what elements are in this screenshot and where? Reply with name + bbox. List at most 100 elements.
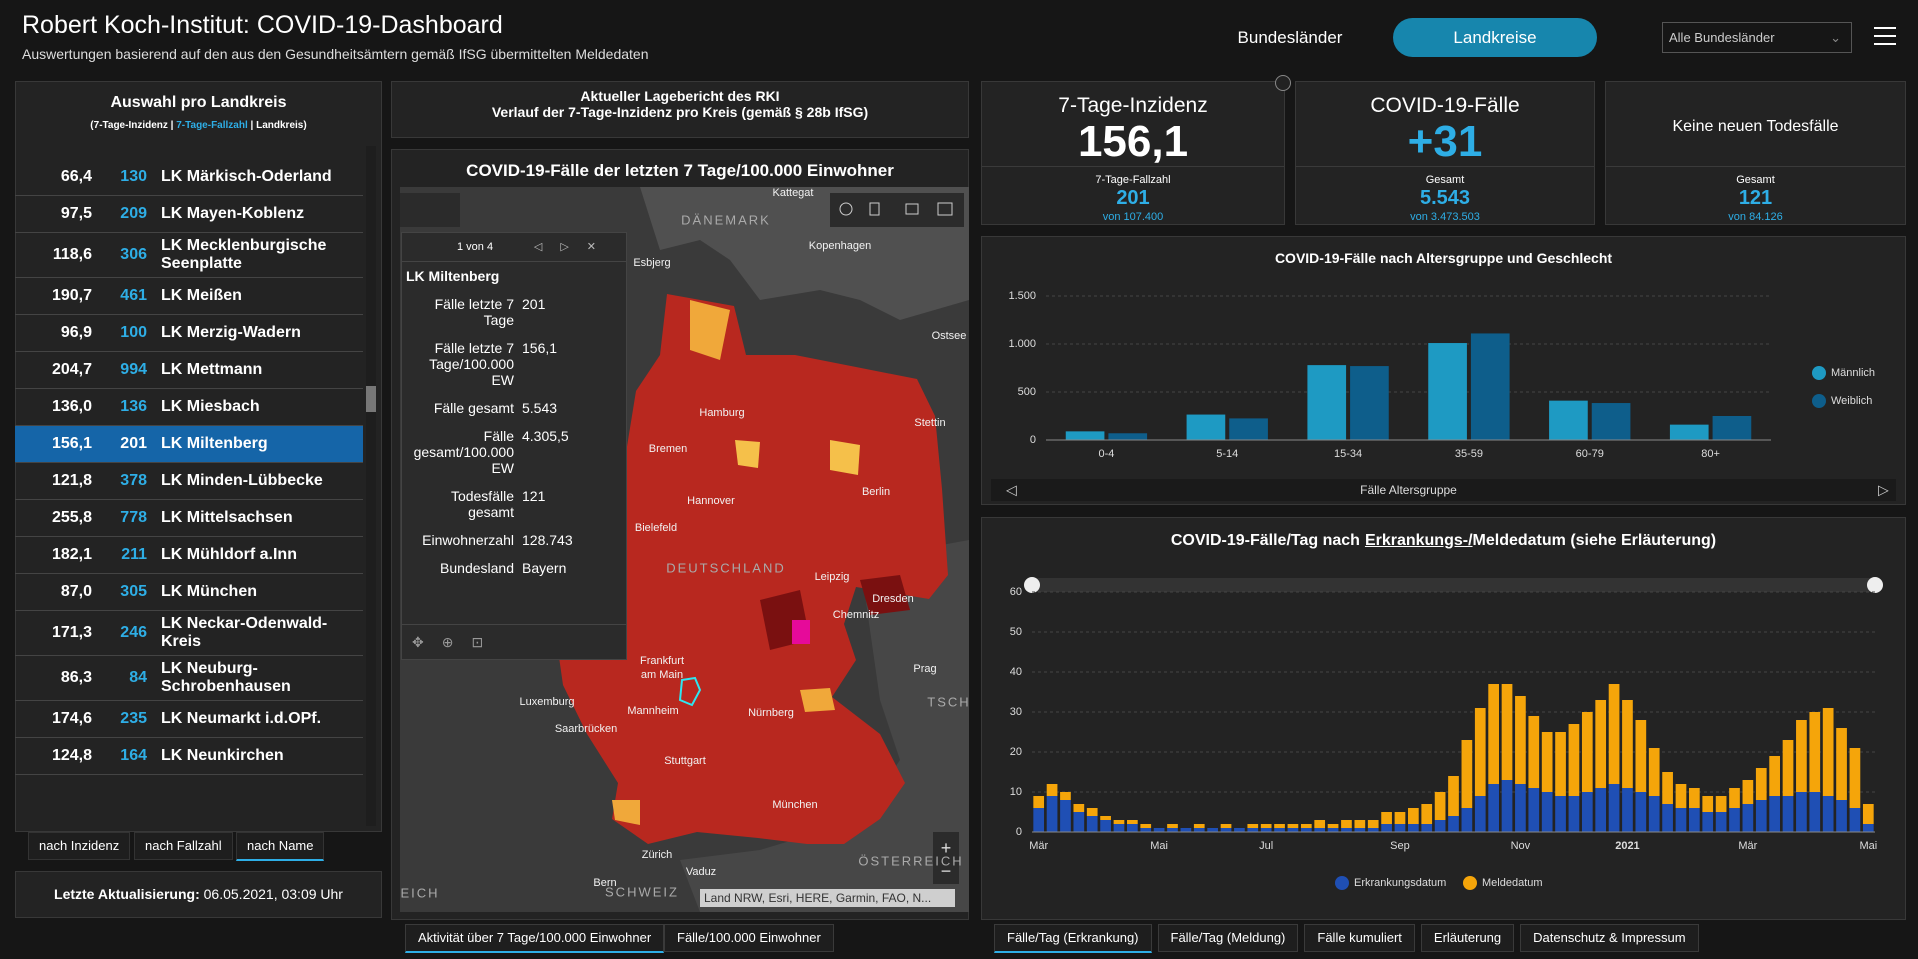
field-value: 128.743 [522,532,573,548]
list-row[interactable]: 171,3 246 LK Neckar-Odenwald-Kreis [15,611,363,656]
place-label: Hannover [687,495,735,507]
bottom-tab[interactable]: Fälle kumuliert [1304,924,1415,952]
zoom-in[interactable]: + [941,838,952,858]
popup-nav[interactable]: ◁▷✕ [533,241,614,253]
search-icon[interactable] [839,202,853,216]
kpi-sub-total: von 3.473.503 [1410,211,1480,223]
field-value: 156,1 [522,340,558,356]
incidence: 171,3 [51,624,92,641]
legend-swatch [1463,876,1477,890]
slider-handle[interactable] [1867,577,1883,593]
slider-handle[interactable] [1024,577,1040,593]
header-title: Robert Koch-Institut: COVID-19-Dashboard [22,11,503,39]
axis-scroller[interactable] [991,479,1896,501]
list-row[interactable]: 182,1 211 LK Mühldorf a.Inn [15,537,363,574]
dropdown-value: Alle Bundesländer [1669,30,1775,45]
sort-tab-active[interactable]: nach Name [236,832,325,861]
list-row[interactable]: 156,1 201 LK Miltenberg [15,426,363,463]
expand-button[interactable] [1275,75,1291,91]
case-count: 209 [120,205,147,222]
list-row[interactable]: 96,9 100 LK Merzig-Wadern [15,315,363,352]
case-count: 164 [120,747,147,764]
map-tab-active[interactable]: Aktivität über 7 Tage/100.000 Einwohner [405,924,665,953]
bar [1809,792,1821,832]
scroll-left[interactable]: ◁ [1006,482,1017,498]
bar [1167,824,1178,828]
list-row[interactable]: 121,8 378 LK Minden-Lübbecke [15,463,363,500]
kpi-sub-label: Gesamt [1736,174,1775,186]
place-label: Stettin [914,417,945,429]
bar [1220,824,1232,828]
map-tab[interactable]: Fälle/100.000 Einwohner [664,924,834,952]
bottom-tab-active[interactable]: Fälle/Tag (Erkrankung) [994,924,1152,953]
list-row[interactable]: 124,8 164 LK Neunkirchen [15,738,363,775]
bar [1549,400,1588,440]
sort-tab[interactable]: nach Inzidenz [28,832,131,860]
range-slider[interactable] [1032,578,1875,592]
bar [1350,366,1389,440]
field-key: Todesfälle gesamt [450,488,514,520]
dropdown[interactable]: Alle Bundesländer ⌄ [1662,22,1852,53]
bar [1809,712,1821,792]
bar [1260,828,1272,832]
kpi-sub-value: 201 [1116,187,1150,209]
list-row[interactable]: 204,7 994 LK Mettmann [15,352,363,389]
place-label: DÄNEMARK [681,212,771,227]
district-name: LK Mecklenburgische Seenplatte [161,237,327,272]
map-toolbar[interactable] [830,193,964,227]
bar [1229,418,1268,440]
bar [1033,796,1045,808]
list-row[interactable]: 87,0 305 LK München [15,574,363,611]
basemap-icon[interactable] [937,202,953,216]
case-count: 246 [120,624,147,641]
list-row[interactable]: 118,6 306 LK Mecklenburgische Seenplatte [15,233,363,278]
list-row[interactable]: 86,3 84 LK Neuburg-Schrobenhausen [15,656,363,701]
list-row[interactable]: 66,4 130 LK Märkisch-Oderland [15,159,363,196]
sort-tab[interactable]: nach Fallzahl [134,832,233,860]
bar [1220,828,1232,832]
list-icon[interactable] [905,203,919,215]
header-subtitle: Auswertungen basierend auf den aus den G… [22,46,649,62]
bar [1140,828,1152,832]
bar [1341,828,1352,832]
y-tick-label: 0 [1016,826,1022,838]
y-tick-label: 0 [1030,434,1036,446]
bar [1247,824,1259,828]
list-row[interactable]: 136,0 136 LK Miesbach [15,389,363,426]
district-name: LK München [161,583,257,600]
list-row[interactable]: 190,7 461 LK Meißen [15,278,363,315]
region-low [735,440,760,468]
zoom-out[interactable]: − [941,861,952,881]
list-row[interactable]: 97,5 209 LK Mayen-Koblenz [15,196,363,233]
bar [1461,808,1473,832]
x-tick-label: 35-59 [1455,448,1483,460]
kpi-sub-label: 7-Tage-Fallzahl [1095,174,1171,186]
map-tool[interactable] [400,193,460,227]
bottom-tab[interactable]: Datenschutz & Impressum [1520,924,1699,952]
kpi-sub-total: von 84.126 [1728,211,1783,223]
bottom-tab[interactable]: Erläuterung [1420,924,1515,952]
list-row[interactable]: 255,8 778 LK Mittelsachsen [15,500,363,537]
nav-tab-active[interactable]: Landkreise [1393,18,1597,57]
x-tick-label: Mai [1859,840,1877,852]
scrollbar[interactable] [366,146,376,826]
list-row[interactable]: 174,6 235 LK Neumarkt i.d.OPf. [15,701,363,738]
title-link[interactable]: Erkrankungs-/ [1364,532,1473,549]
nav-tab[interactable]: Bundesländer [1237,28,1343,47]
zoom-control[interactable] [933,832,959,884]
bar [1689,808,1700,832]
menu-button[interactable] [1874,27,1896,45]
scroll-right[interactable]: ▷ [1878,482,1889,498]
report-box[interactable]: Aktueller Lagebericht des RKI Verlauf de… [391,81,969,138]
popup-actions[interactable]: ✥⊕⊡ [402,624,626,659]
bar [1073,812,1085,832]
bar [1287,824,1299,828]
bar [1073,804,1085,812]
bar [1595,700,1607,788]
bottom-tab[interactable]: Fälle/Tag (Meldung) [1157,924,1299,952]
bar [1434,792,1446,820]
popup: 1 von 4 ◁▷✕ LK Miltenberg Fälle letzte 7 … [401,232,627,660]
bookmark-icon[interactable] [869,202,880,216]
bar [1669,424,1709,440]
scroll-thumb[interactable] [366,386,376,412]
